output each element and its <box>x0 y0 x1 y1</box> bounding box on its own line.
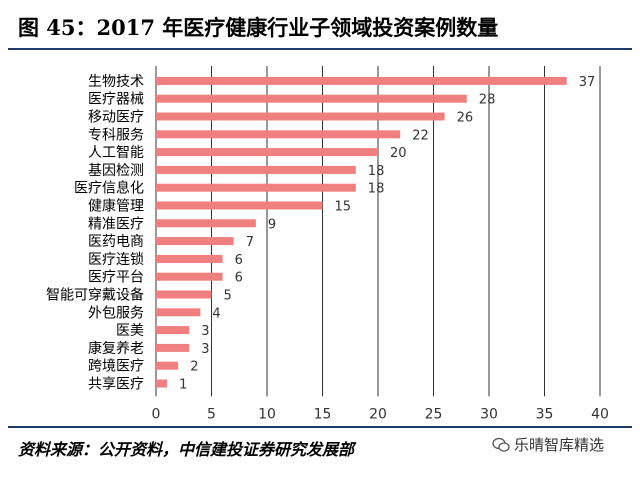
value-label: 6 <box>235 271 243 286</box>
value-label: 7 <box>246 235 254 250</box>
x-tick-label: 35 <box>536 406 554 422</box>
grid-layer <box>155 66 601 397</box>
x-tick-label: 0 <box>152 406 161 422</box>
x-tick-label: 10 <box>258 406 276 422</box>
bar <box>156 201 323 210</box>
value-label: 9 <box>268 217 276 232</box>
value-label: 26 <box>457 111 474 126</box>
category-label: 生物技术 <box>88 74 144 90</box>
value-label: 15 <box>335 200 352 215</box>
category-label: 医疗平台 <box>88 270 144 286</box>
bar <box>156 112 445 121</box>
bar <box>156 148 378 157</box>
category-label: 康复养老 <box>88 340 144 357</box>
x-tick-label: 15 <box>314 406 332 422</box>
category-label: 基因检测 <box>88 162 144 179</box>
value-label: 5 <box>224 289 232 304</box>
title-bar: 图 45：2017 年医疗健康行业子领域投资案例数量 <box>0 0 640 52</box>
value-label: 28 <box>479 93 496 108</box>
category-label: 人工智能 <box>88 145 144 161</box>
bar <box>156 254 223 263</box>
watermark: 乐晴智库精选 <box>492 434 604 455</box>
category-label: 共享医疗 <box>88 376 144 393</box>
x-tick-label: 20 <box>369 406 387 422</box>
category-label: 移动医疗 <box>88 110 144 126</box>
value-label: 3 <box>201 324 209 339</box>
wechat-icon <box>492 437 510 452</box>
value-label: 6 <box>235 253 243 268</box>
category-label: 精准医疗 <box>88 216 144 232</box>
bar <box>156 308 201 317</box>
category-label: 健康管理 <box>88 198 144 215</box>
value-label: 18 <box>368 182 385 197</box>
bar <box>156 183 356 192</box>
bar <box>156 237 234 246</box>
category-label: 智能可穿戴设备 <box>46 287 144 304</box>
bar <box>156 219 256 228</box>
bar <box>156 272 223 281</box>
category-label: 专科服务 <box>88 127 144 143</box>
category-label: 医疗信息化 <box>74 180 144 197</box>
ticks-layer: 0 5 10 15 20 25 30 35 40 <box>152 406 609 422</box>
value-label: 4 <box>212 306 220 321</box>
category-label: 医美 <box>116 323 144 339</box>
x-tick-label: 25 <box>425 406 443 422</box>
category-label: 医疗器械 <box>88 92 144 108</box>
bar <box>156 343 190 352</box>
bar <box>156 379 168 388</box>
x-tick-label: 40 <box>591 406 609 422</box>
value-label: 18 <box>368 164 385 179</box>
bottom-rule <box>8 426 632 428</box>
category-label: 医药电商 <box>88 234 144 250</box>
watermark-text: 乐晴智库精选 <box>514 436 605 454</box>
value-label: 1 <box>179 378 187 393</box>
x-tick-label: 30 <box>480 406 498 422</box>
category-label: 医疗连锁 <box>88 252 144 268</box>
value-label: 20 <box>390 146 407 161</box>
bar <box>156 361 179 370</box>
source-note: 资料来源：公开资料，中信建投证券研究发展部 <box>18 440 355 459</box>
bar <box>156 165 356 174</box>
bars-layer <box>156 76 567 388</box>
bar <box>156 94 467 103</box>
category-label: 外包服务 <box>88 305 144 321</box>
figure-title: 图 45：2017 年医疗健康行业子领域投资案例数量 <box>18 15 499 40</box>
category-label: 跨境医疗 <box>88 359 144 375</box>
bar <box>156 76 567 85</box>
bar <box>156 130 401 139</box>
x-tick-label: 5 <box>207 406 216 422</box>
bar <box>156 326 190 335</box>
value-label: 22 <box>412 128 429 143</box>
value-label: 3 <box>201 342 209 357</box>
top-rule <box>8 48 632 50</box>
value-label: 37 <box>579 75 596 90</box>
value-label: 2 <box>190 360 198 375</box>
bar <box>156 290 212 299</box>
